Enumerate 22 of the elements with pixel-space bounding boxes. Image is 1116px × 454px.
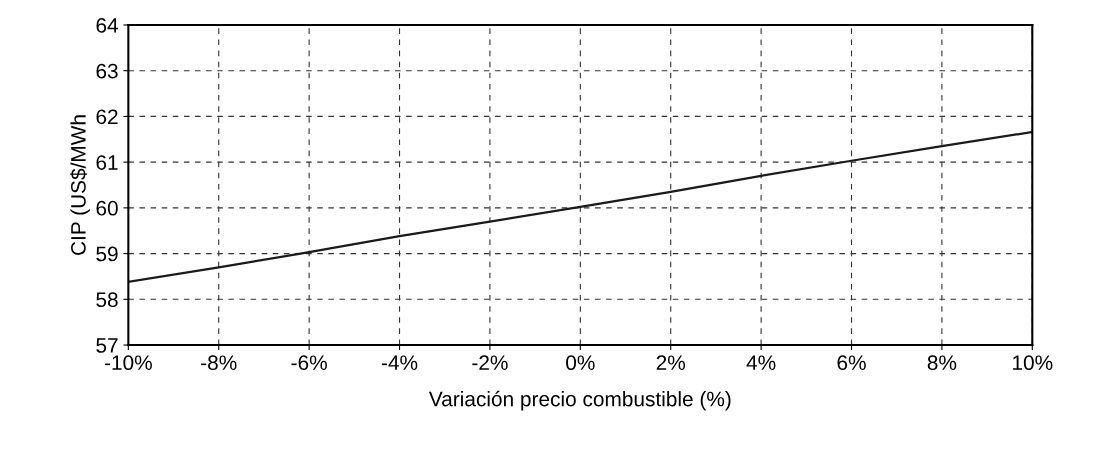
line-series	[128, 130, 1033, 284]
y-tick-label: 62	[96, 109, 118, 125]
y-tick-label: 61	[96, 155, 118, 170]
y-tick-label: 58	[96, 292, 118, 308]
y-tick-label: 59	[96, 246, 118, 262]
x-tick-label: -2%	[472, 355, 508, 370]
y-axis-title: CIP (US$/MWh	[70, 115, 90, 255]
y-tick-label: 60	[96, 200, 118, 216]
x-tick-label: 8%	[927, 355, 957, 371]
x-tick-label: -6%	[291, 355, 327, 371]
x-tick-label: -4%	[381, 355, 418, 370]
x-tick-label: -10%	[104, 355, 152, 371]
y-tick-label: 63	[96, 63, 118, 79]
x-tick-label: 4%	[746, 355, 776, 370]
x-tick-label: 10%	[1013, 355, 1053, 371]
y-tick-label: 57	[96, 338, 118, 353]
x-tick-label: 2%	[656, 355, 686, 370]
x-axis-title: Variación precio combustible (%)	[428, 390, 731, 411]
y-tick-label: 64	[96, 17, 119, 33]
x-tick-label: 6%	[837, 355, 866, 371]
x-tick-label: 0%	[566, 355, 595, 371]
x-tick-label: -8%	[201, 355, 237, 371]
